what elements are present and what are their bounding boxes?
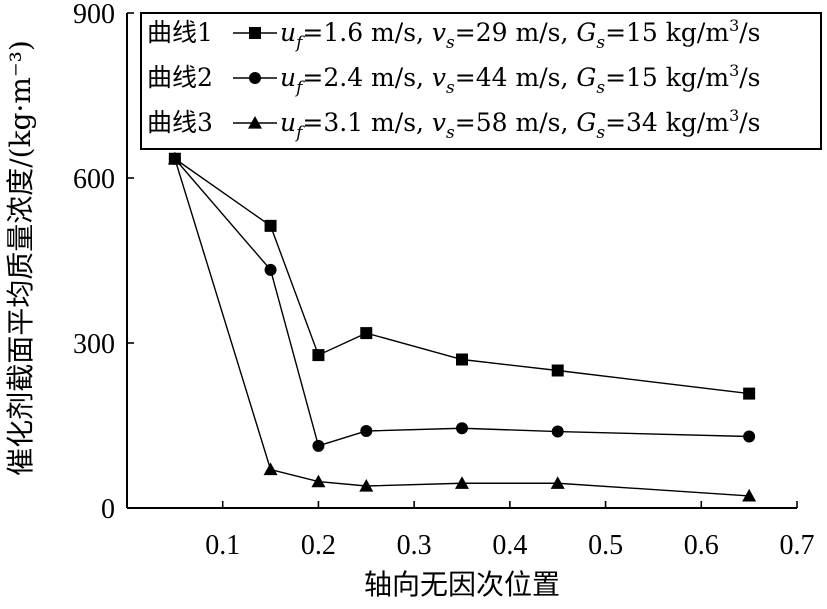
triangle-point [263,462,278,476]
circle-point [312,439,325,452]
legend: 曲线1 uf=1.6 m/s, vs=29 m/s, Gs=15 kg/m3/s曲… [140,12,822,150]
square-point [551,364,564,377]
x-tick-label: 0.3 [397,530,432,561]
square-point [743,387,756,400]
axes [126,13,797,509]
legend-row-2: 曲线2 uf=2.4 m/s, vs=44 m/s, Gs=15 kg/m3/s [147,61,761,98]
y-axis-title: 催化剂截面平均质量浓度/(kg·m⁻³) [4,40,37,476]
x-tick-label: 0.2 [301,530,336,561]
y-tick-label: 300 [73,329,115,360]
legend-row-3: 曲线3 uf=3.1 m/s, vs=58 m/s, Gs=34 kg/m3/s [147,106,761,143]
ticks: 0.1 0.2 0.3 0.4 0.5 0.6 0.7 0 300 600 900 [73,0,815,561]
x-tick-label: 0.5 [588,530,623,561]
triangle-point [167,151,182,165]
circle-point [743,430,756,443]
y-tick-label: 900 [73,0,115,30]
x-tick-label: 0.7 [780,530,815,561]
circle-point [551,425,564,438]
square-point [312,349,325,362]
series-1 [168,152,756,400]
legend-series-name: 曲线3 [147,108,213,137]
series-line [174,158,750,497]
circle-point [264,263,277,276]
triangle-point [311,474,326,488]
legend-series-name: 曲线2 [147,63,213,92]
circle-point [360,425,373,437]
legend-series-name: 曲线1 [147,18,213,47]
series-3 [167,151,757,502]
circle-point [456,422,468,435]
series-line [174,158,750,447]
legend-row-1: 曲线1 uf=1.6 m/s, vs=29 m/s, Gs=15 kg/m3/s [147,16,761,53]
legend-params: uf=2.4 m/s, vs=44 m/s, Gs=15 kg/m3/s [280,61,761,98]
triangle-point [359,479,374,492]
x-tick-label: 0.6 [684,530,719,561]
legend-params: uf=1.6 m/s, vs=29 m/s, Gs=15 kg/m3/s [280,16,761,53]
triangle-point [455,476,469,489]
legend-params: uf=3.1 m/s, vs=58 m/s, Gs=34 kg/m3/s [280,106,761,143]
x-axis-title: 轴向无因次位置 [364,568,560,601]
series-2 [168,152,756,452]
legend-marker [249,72,261,84]
y-tick-label: 600 [73,164,115,195]
y-tick-label: 0 [101,494,115,525]
triangle-point [550,476,565,489]
square-point [360,327,373,340]
x-tick-label: 0.1 [205,530,240,561]
x-tick-label: 0.4 [492,530,527,561]
triangle-point [742,488,757,502]
square-point [264,219,277,232]
legend-marker [249,27,261,39]
square-point [456,353,468,366]
legend-marker [248,116,262,129]
series-layer [167,151,757,502]
